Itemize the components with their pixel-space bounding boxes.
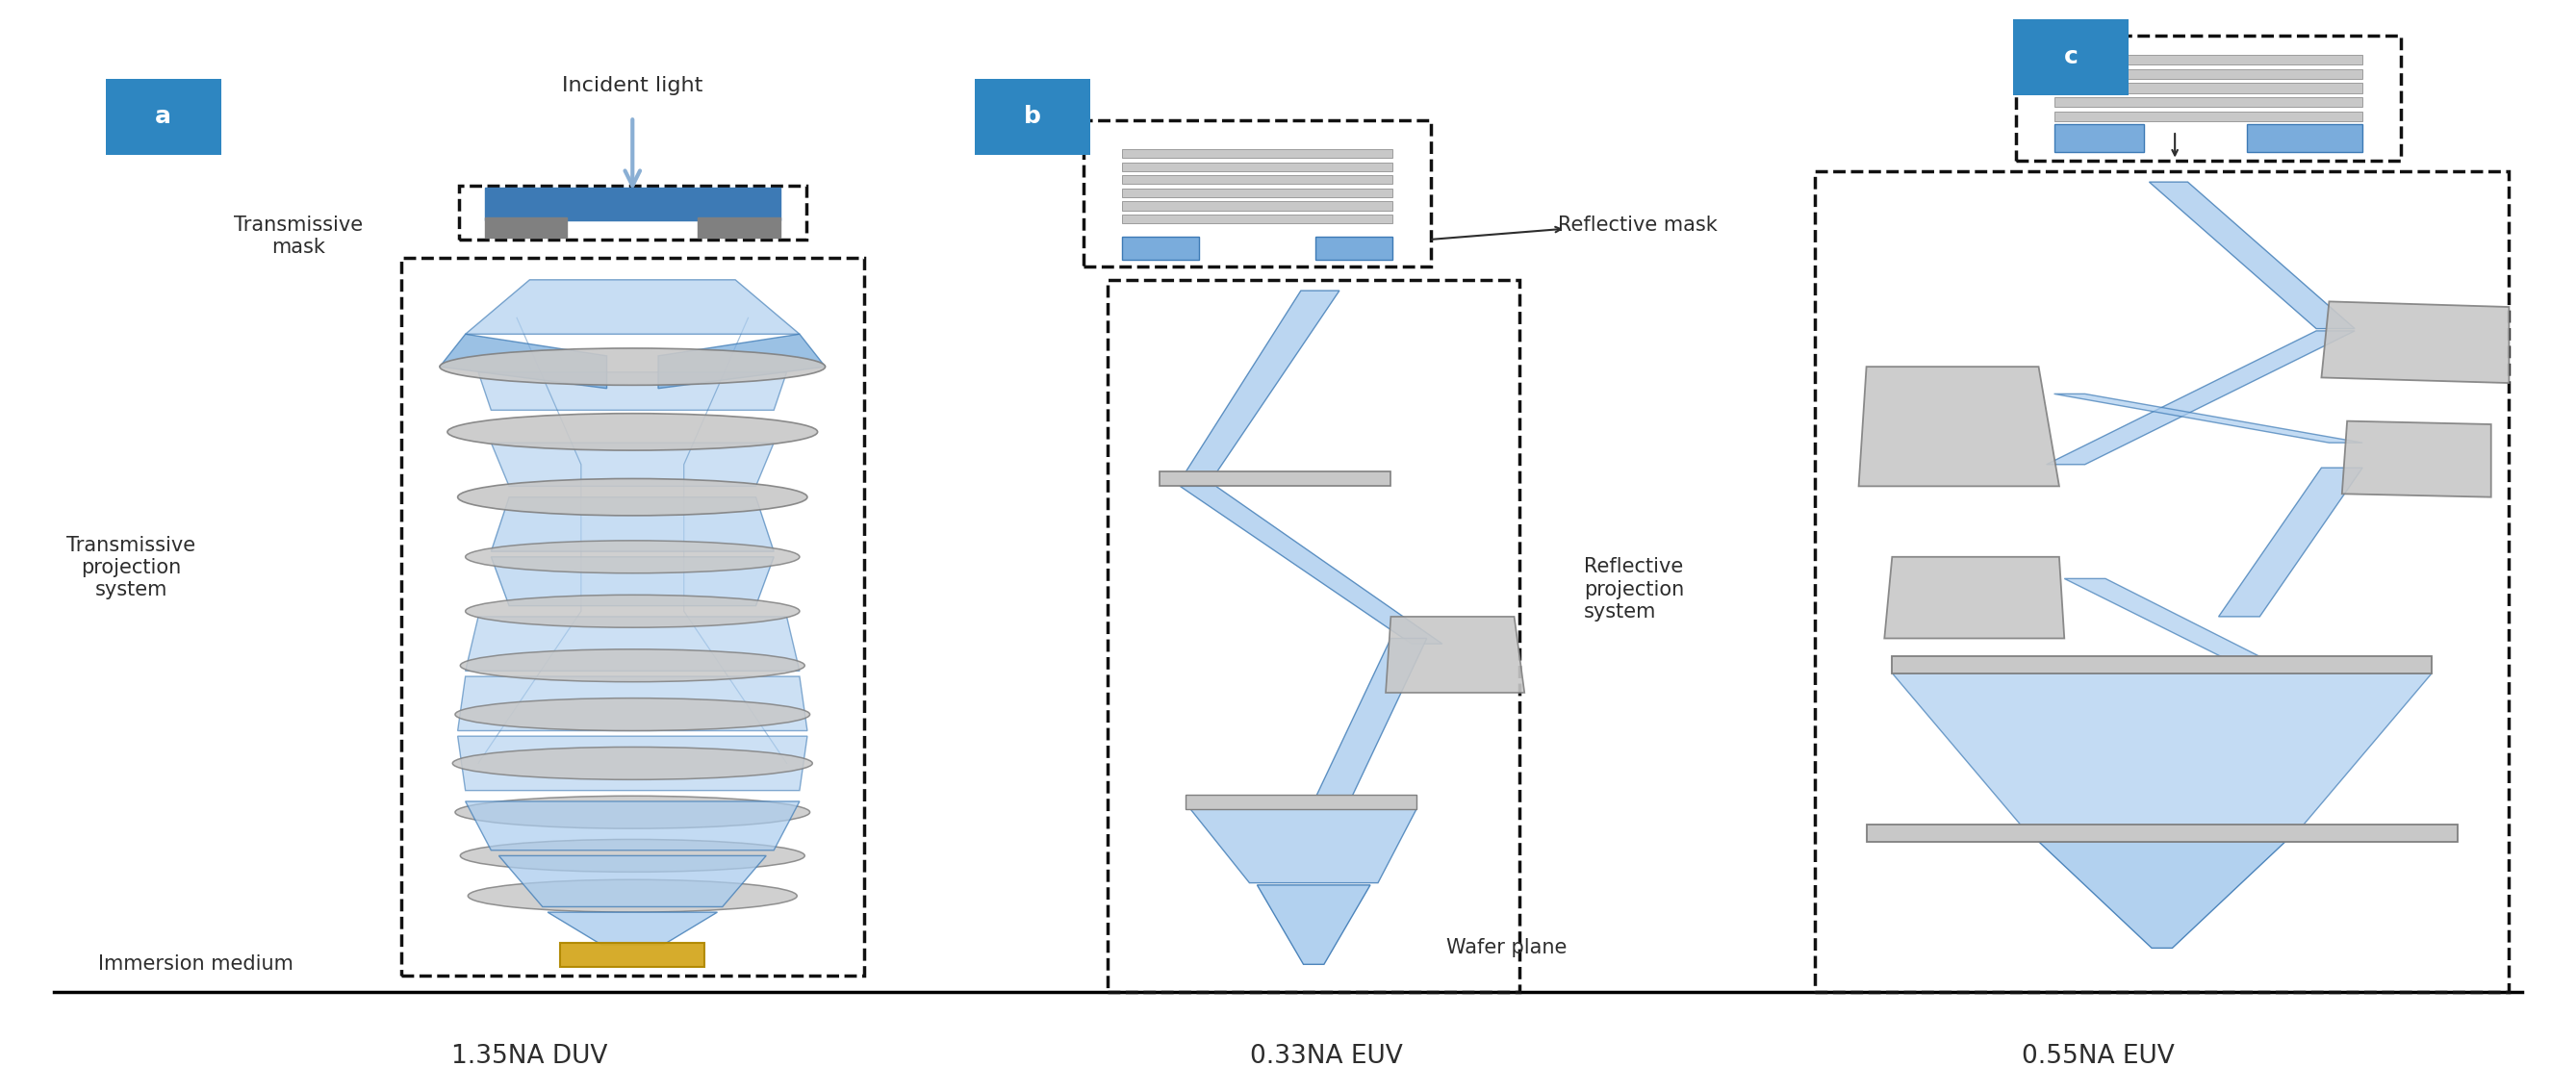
Text: 0.55NA EUV: 0.55NA EUV <box>2022 1044 2174 1069</box>
Polygon shape <box>2342 422 2491 497</box>
Bar <box>1123 163 1391 171</box>
Ellipse shape <box>453 747 811 780</box>
FancyBboxPatch shape <box>106 79 222 155</box>
Ellipse shape <box>466 595 799 628</box>
Polygon shape <box>492 497 773 551</box>
Polygon shape <box>1386 617 1525 692</box>
Ellipse shape <box>461 840 804 873</box>
Bar <box>484 217 567 238</box>
Bar <box>484 187 781 219</box>
Polygon shape <box>2063 579 2277 665</box>
Ellipse shape <box>466 541 799 573</box>
Text: Transmissive
projection
system: Transmissive projection system <box>67 536 196 600</box>
Bar <box>562 942 703 966</box>
Text: Wafer plane: Wafer plane <box>1445 938 1566 958</box>
Polygon shape <box>2321 301 2509 383</box>
FancyBboxPatch shape <box>974 79 1090 155</box>
Bar <box>2053 111 2362 121</box>
Bar <box>2053 83 2362 93</box>
Ellipse shape <box>459 478 806 515</box>
Bar <box>2053 55 2362 64</box>
FancyBboxPatch shape <box>2012 19 2128 95</box>
Bar <box>2053 69 2362 79</box>
Polygon shape <box>2045 331 2354 464</box>
Polygon shape <box>466 802 799 851</box>
Bar <box>1868 824 2458 842</box>
Polygon shape <box>479 372 786 411</box>
Bar <box>1123 236 1200 260</box>
Polygon shape <box>1257 885 1370 964</box>
Polygon shape <box>1860 367 2058 486</box>
Text: 1.35NA DUV: 1.35NA DUV <box>451 1044 608 1069</box>
Bar <box>2053 124 2143 152</box>
Polygon shape <box>2053 394 2362 442</box>
Text: Reflective
projection
system: Reflective projection system <box>1584 558 1685 621</box>
Bar <box>1123 189 1391 198</box>
Polygon shape <box>459 676 806 731</box>
Ellipse shape <box>440 348 824 385</box>
Text: Immersion medium: Immersion medium <box>98 954 294 974</box>
Ellipse shape <box>456 698 809 731</box>
Text: Reflective mask: Reflective mask <box>1558 216 1718 235</box>
Bar <box>2246 124 2362 152</box>
Polygon shape <box>549 912 716 945</box>
Bar <box>1185 795 1417 809</box>
Bar <box>1159 471 1391 486</box>
Polygon shape <box>1180 290 1340 480</box>
Polygon shape <box>500 856 765 906</box>
Ellipse shape <box>448 414 817 450</box>
Ellipse shape <box>461 650 804 681</box>
Bar <box>1314 236 1391 260</box>
Polygon shape <box>659 334 824 389</box>
Text: Incident light: Incident light <box>562 75 703 95</box>
Polygon shape <box>440 334 608 389</box>
Polygon shape <box>459 736 806 791</box>
Polygon shape <box>466 280 799 334</box>
Text: Transmissive
mask: Transmissive mask <box>234 215 363 257</box>
Bar <box>698 217 781 238</box>
Polygon shape <box>466 617 799 670</box>
Text: b: b <box>1023 105 1041 129</box>
Polygon shape <box>492 442 773 486</box>
Polygon shape <box>1886 557 2063 639</box>
Bar <box>1123 214 1391 223</box>
Bar <box>2053 97 2362 107</box>
Polygon shape <box>1180 486 1443 644</box>
Ellipse shape <box>456 796 809 829</box>
Polygon shape <box>2148 182 2354 329</box>
Bar <box>1893 656 2432 673</box>
Polygon shape <box>492 557 773 606</box>
Polygon shape <box>2038 842 2285 948</box>
Ellipse shape <box>469 879 796 912</box>
Text: c: c <box>2063 46 2079 69</box>
Polygon shape <box>1893 673 2432 834</box>
Bar <box>1123 202 1391 211</box>
Bar <box>1123 176 1391 185</box>
Text: a: a <box>155 105 173 129</box>
Text: 0.33NA EUV: 0.33NA EUV <box>1249 1044 1404 1069</box>
Polygon shape <box>2218 467 2362 617</box>
Bar <box>1123 150 1391 158</box>
Polygon shape <box>1190 809 1417 882</box>
Polygon shape <box>1316 639 1427 796</box>
